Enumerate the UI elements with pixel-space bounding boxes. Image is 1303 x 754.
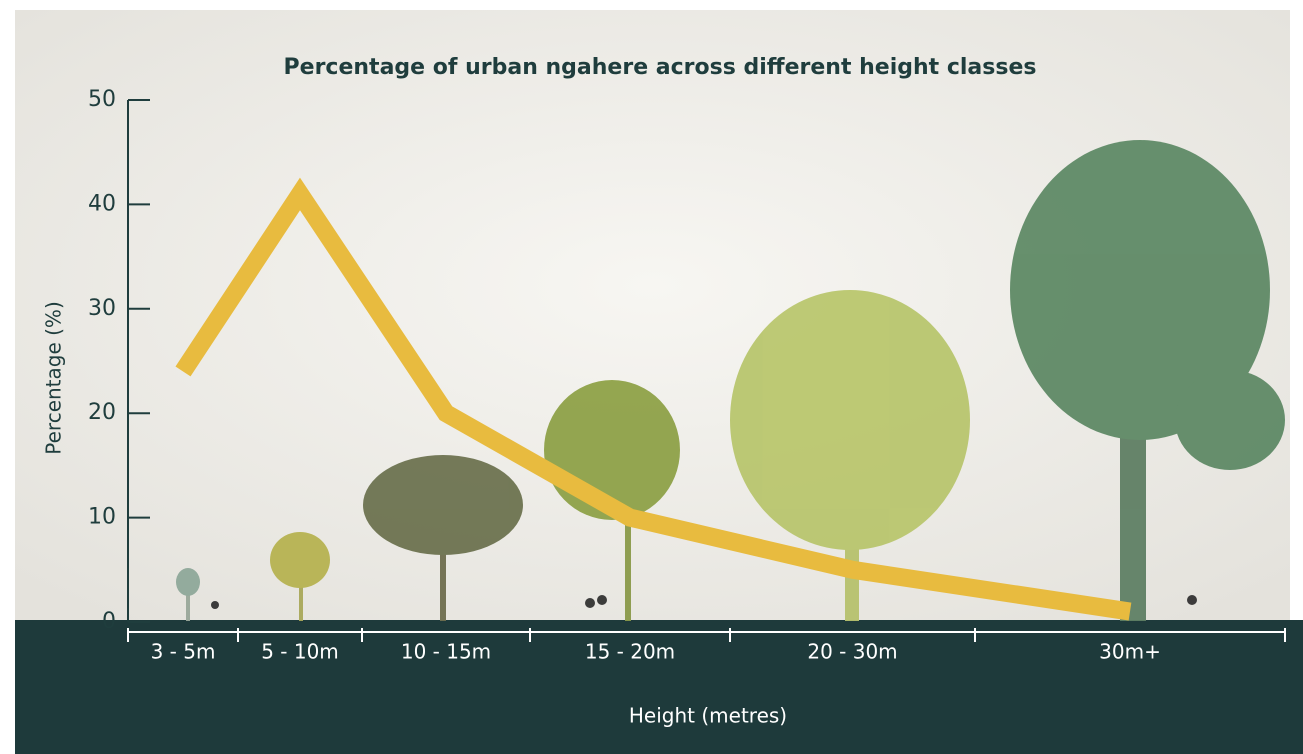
x-tick-label: 20 - 30m xyxy=(807,640,897,664)
y-axis-title: Percentage (%) xyxy=(42,301,66,454)
x-tick-label: 10 - 15m xyxy=(401,640,491,664)
y-tick-label: 40 xyxy=(88,191,116,216)
y-tick-label: 20 xyxy=(88,400,116,425)
chart-title: Percentage of urban ngahere across diffe… xyxy=(284,55,1037,80)
x-tick-label: 15 - 20m xyxy=(585,640,675,664)
y-tick-label: 10 xyxy=(88,505,116,530)
y-tick-label: 50 xyxy=(88,87,116,112)
x-tick-label: 5 - 10m xyxy=(261,640,339,664)
data-line xyxy=(175,177,1132,621)
x-axis-title: Height (metres) xyxy=(629,704,787,728)
x-tick-label: 30m+ xyxy=(1099,640,1161,664)
y-tick-label: 30 xyxy=(88,296,116,321)
ground xyxy=(15,620,1303,754)
y-tick-label: 0 xyxy=(102,609,116,634)
x-tick-label: 3 - 5m xyxy=(151,640,216,664)
